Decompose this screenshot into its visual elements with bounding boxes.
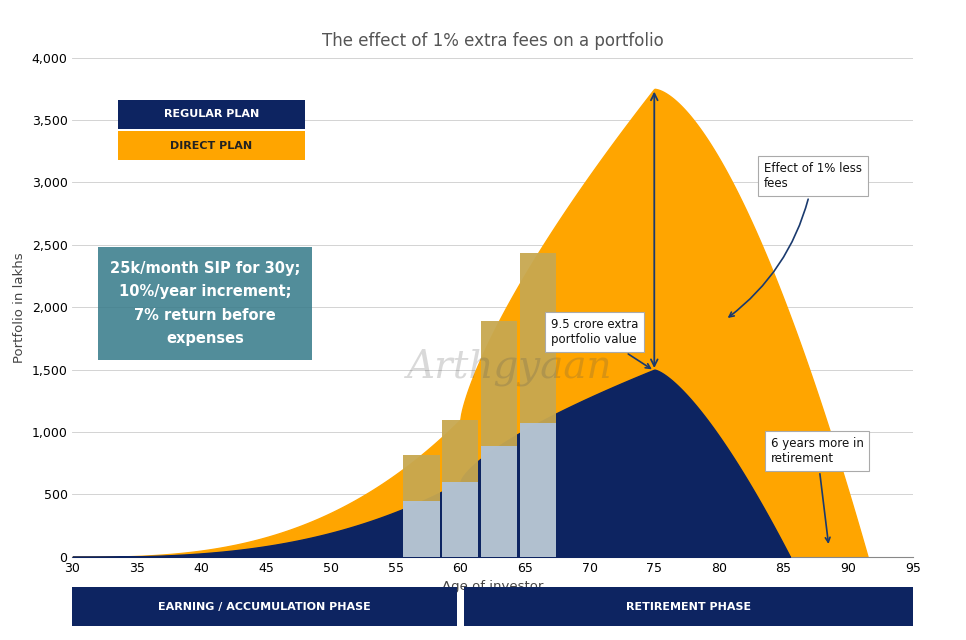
- Text: DIRECT PLAN: DIRECT PLAN: [170, 141, 252, 150]
- Text: EARNING / ACCUMULATION PHASE: EARNING / ACCUMULATION PHASE: [158, 602, 371, 612]
- FancyBboxPatch shape: [118, 100, 305, 129]
- Bar: [442, 482, 478, 557]
- Bar: [481, 321, 517, 557]
- FancyBboxPatch shape: [464, 587, 913, 627]
- Text: Arthgyaan: Arthgyaan: [407, 348, 612, 386]
- Bar: [442, 420, 478, 557]
- FancyBboxPatch shape: [118, 131, 305, 160]
- Text: Effect of 1% less
fees: Effect of 1% less fees: [729, 162, 863, 317]
- X-axis label: Age of investor: Age of investor: [442, 580, 543, 593]
- Text: REGULAR PLAN: REGULAR PLAN: [164, 109, 259, 120]
- Bar: [520, 253, 556, 557]
- Text: 25k/month SIP for 30y;
10%/year increment;
7% return before
expenses: 25k/month SIP for 30y; 10%/year incremen…: [110, 261, 300, 346]
- Bar: [404, 501, 440, 557]
- Bar: [404, 454, 440, 557]
- FancyBboxPatch shape: [99, 247, 312, 360]
- Bar: [520, 423, 556, 557]
- Title: The effect of 1% extra fees on a portfolio: The effect of 1% extra fees on a portfol…: [322, 33, 664, 51]
- Text: 9.5 crore extra
portfolio value: 9.5 crore extra portfolio value: [551, 318, 650, 369]
- Bar: [481, 445, 517, 557]
- FancyBboxPatch shape: [72, 587, 457, 627]
- Y-axis label: Portfolio in lakhs: Portfolio in lakhs: [14, 252, 26, 362]
- Text: 6 years more in
retirement: 6 years more in retirement: [771, 436, 864, 542]
- Text: RETIREMENT PHASE: RETIREMENT PHASE: [626, 602, 751, 612]
